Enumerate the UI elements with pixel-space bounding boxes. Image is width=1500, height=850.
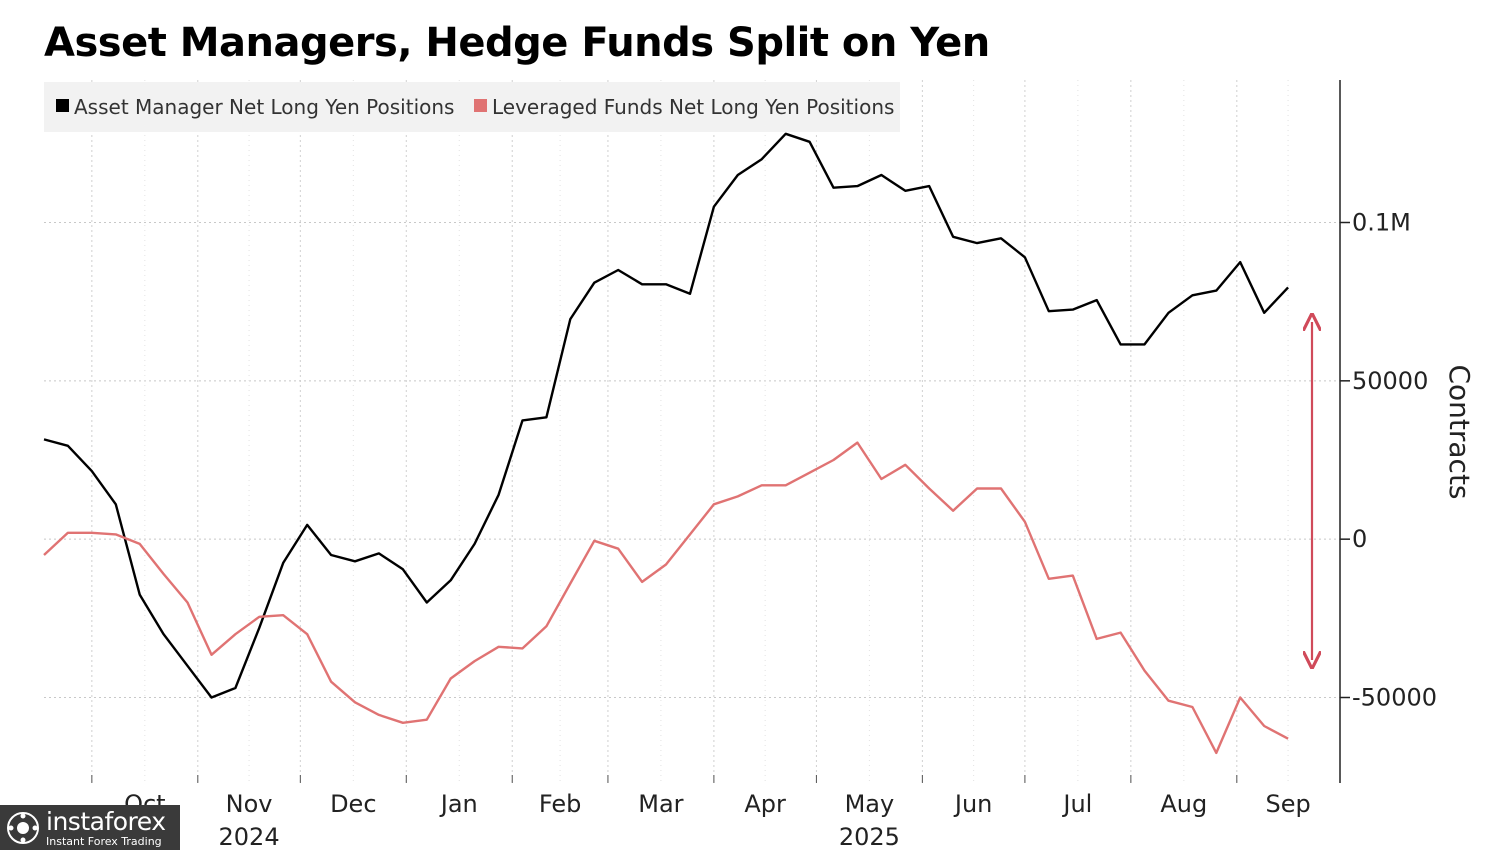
watermark: instaforex Instant Forex Trading bbox=[0, 805, 180, 850]
x-tick-label: Jan bbox=[439, 790, 478, 818]
legend-background bbox=[44, 82, 900, 132]
x-tick-label: May bbox=[845, 790, 895, 818]
chart-title: Asset Managers, Hedge Funds Split on Yen bbox=[44, 20, 990, 66]
x-tick-label: Mar bbox=[638, 790, 683, 818]
legend: Asset Manager Net Long Yen Positions Leve… bbox=[44, 82, 900, 132]
x-tick-label: Sep bbox=[1265, 790, 1310, 818]
legend-entry-label: Asset Manager Net Long Yen Positions bbox=[74, 95, 454, 119]
instaforex-logo-icon bbox=[7, 811, 39, 844]
x-year-label: 2025 bbox=[839, 823, 900, 850]
x-tick-label: Aug bbox=[1160, 790, 1207, 818]
series-line-leveraged-funds bbox=[43, 441, 1289, 755]
legend-entry-label: Leveraged Funds Net Long Yen Positions bbox=[492, 95, 894, 119]
y-tick-label: 0 bbox=[1352, 525, 1367, 553]
legend-swatch bbox=[56, 99, 69, 112]
y-tick-label: 0.1M bbox=[1352, 209, 1411, 237]
watermark-brand: instaforex bbox=[46, 806, 166, 836]
series-line-asset-managers bbox=[43, 132, 1289, 699]
grid bbox=[44, 80, 1340, 783]
y-axis: 0.1M 50000 0 -50000 Contracts bbox=[1339, 80, 1476, 783]
x-tick-label: Jun bbox=[953, 790, 993, 818]
watermark-tagline: Instant Forex Trading bbox=[46, 834, 162, 848]
x-year-label: 2024 bbox=[219, 823, 280, 850]
x-tick-label: Dec bbox=[330, 790, 376, 818]
legend-swatch bbox=[474, 99, 487, 112]
series-lines bbox=[43, 132, 1289, 755]
y-axis-title: Contracts bbox=[1443, 364, 1476, 499]
y-tick-label: 50000 bbox=[1352, 367, 1428, 395]
x-tick-label: Nov bbox=[226, 790, 273, 818]
y-tick-label: -50000 bbox=[1352, 684, 1437, 712]
x-tick-label: Jul bbox=[1061, 790, 1092, 818]
x-tick-label: Apr bbox=[744, 790, 786, 818]
x-tick-label: Feb bbox=[539, 790, 582, 818]
